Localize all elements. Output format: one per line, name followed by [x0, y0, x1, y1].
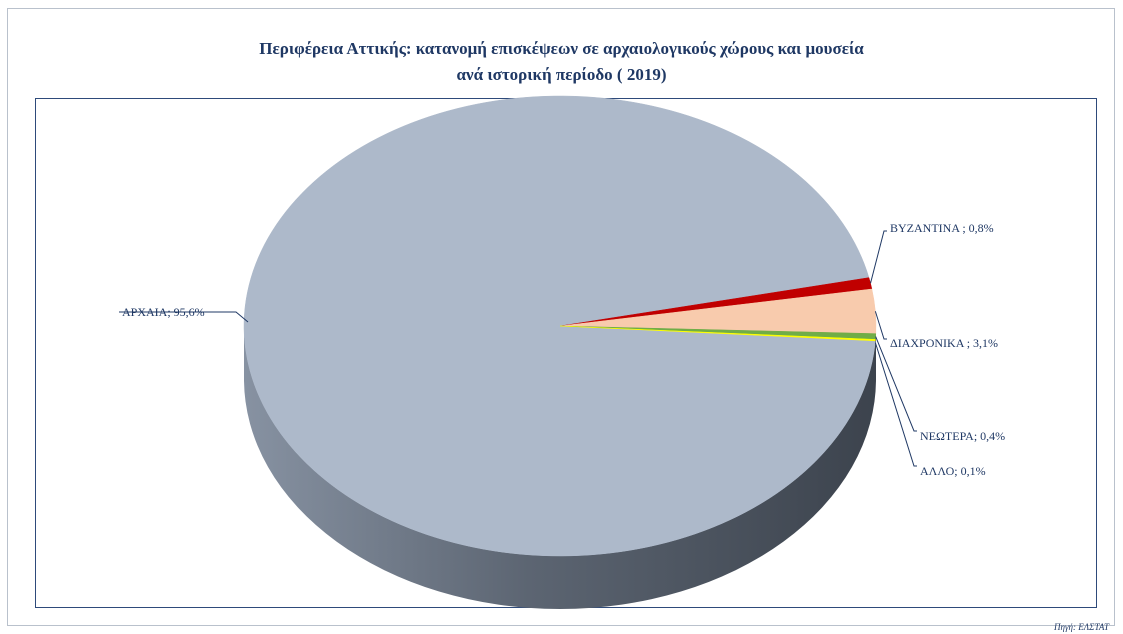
data-label-βυζαντινα: ΒΥΖΑΝΤΙΝΑ ; 0,8%	[890, 221, 994, 235]
chart-title-line-1: Περιφέρεια Αττικής: κατανομή επισκέψεων …	[259, 39, 864, 58]
leader-line-διαχρονικα	[874, 311, 887, 340]
chart-title: Περιφέρεια Αττικής: κατανομή επισκέψεων …	[0, 36, 1123, 88]
pie-side-wall	[244, 326, 876, 609]
chart-title-line-2: ανά ιστορική περίοδο ( 2019)	[456, 65, 667, 84]
data-label-διαχρονικα: ΔΙΑΧΡΟΝΙΚΑ ; 3,1%	[890, 336, 998, 350]
slice-αλλο	[559, 325, 876, 342]
data-label-αρχαια: ΑΡΧΑΙΑ; 95,6%	[122, 305, 205, 319]
source-note: Πηγή: ΕΛΣΤΑΤ	[1053, 622, 1109, 632]
chart-frame	[7, 8, 1115, 626]
slice-αρχαια	[243, 95, 876, 557]
leader-line-αλλο	[874, 342, 917, 467]
data-label-νεωτερα: ΝΕΩΤΕΡΑ; 0,4%	[920, 429, 1005, 443]
leader-line-νεωτερα	[875, 336, 917, 432]
data-label-αλλο: ΑΛΛΟ; 0,1%	[920, 464, 986, 478]
leader-line-βυζαντινα	[870, 230, 887, 284]
leader-line-αρχαια	[119, 311, 249, 323]
